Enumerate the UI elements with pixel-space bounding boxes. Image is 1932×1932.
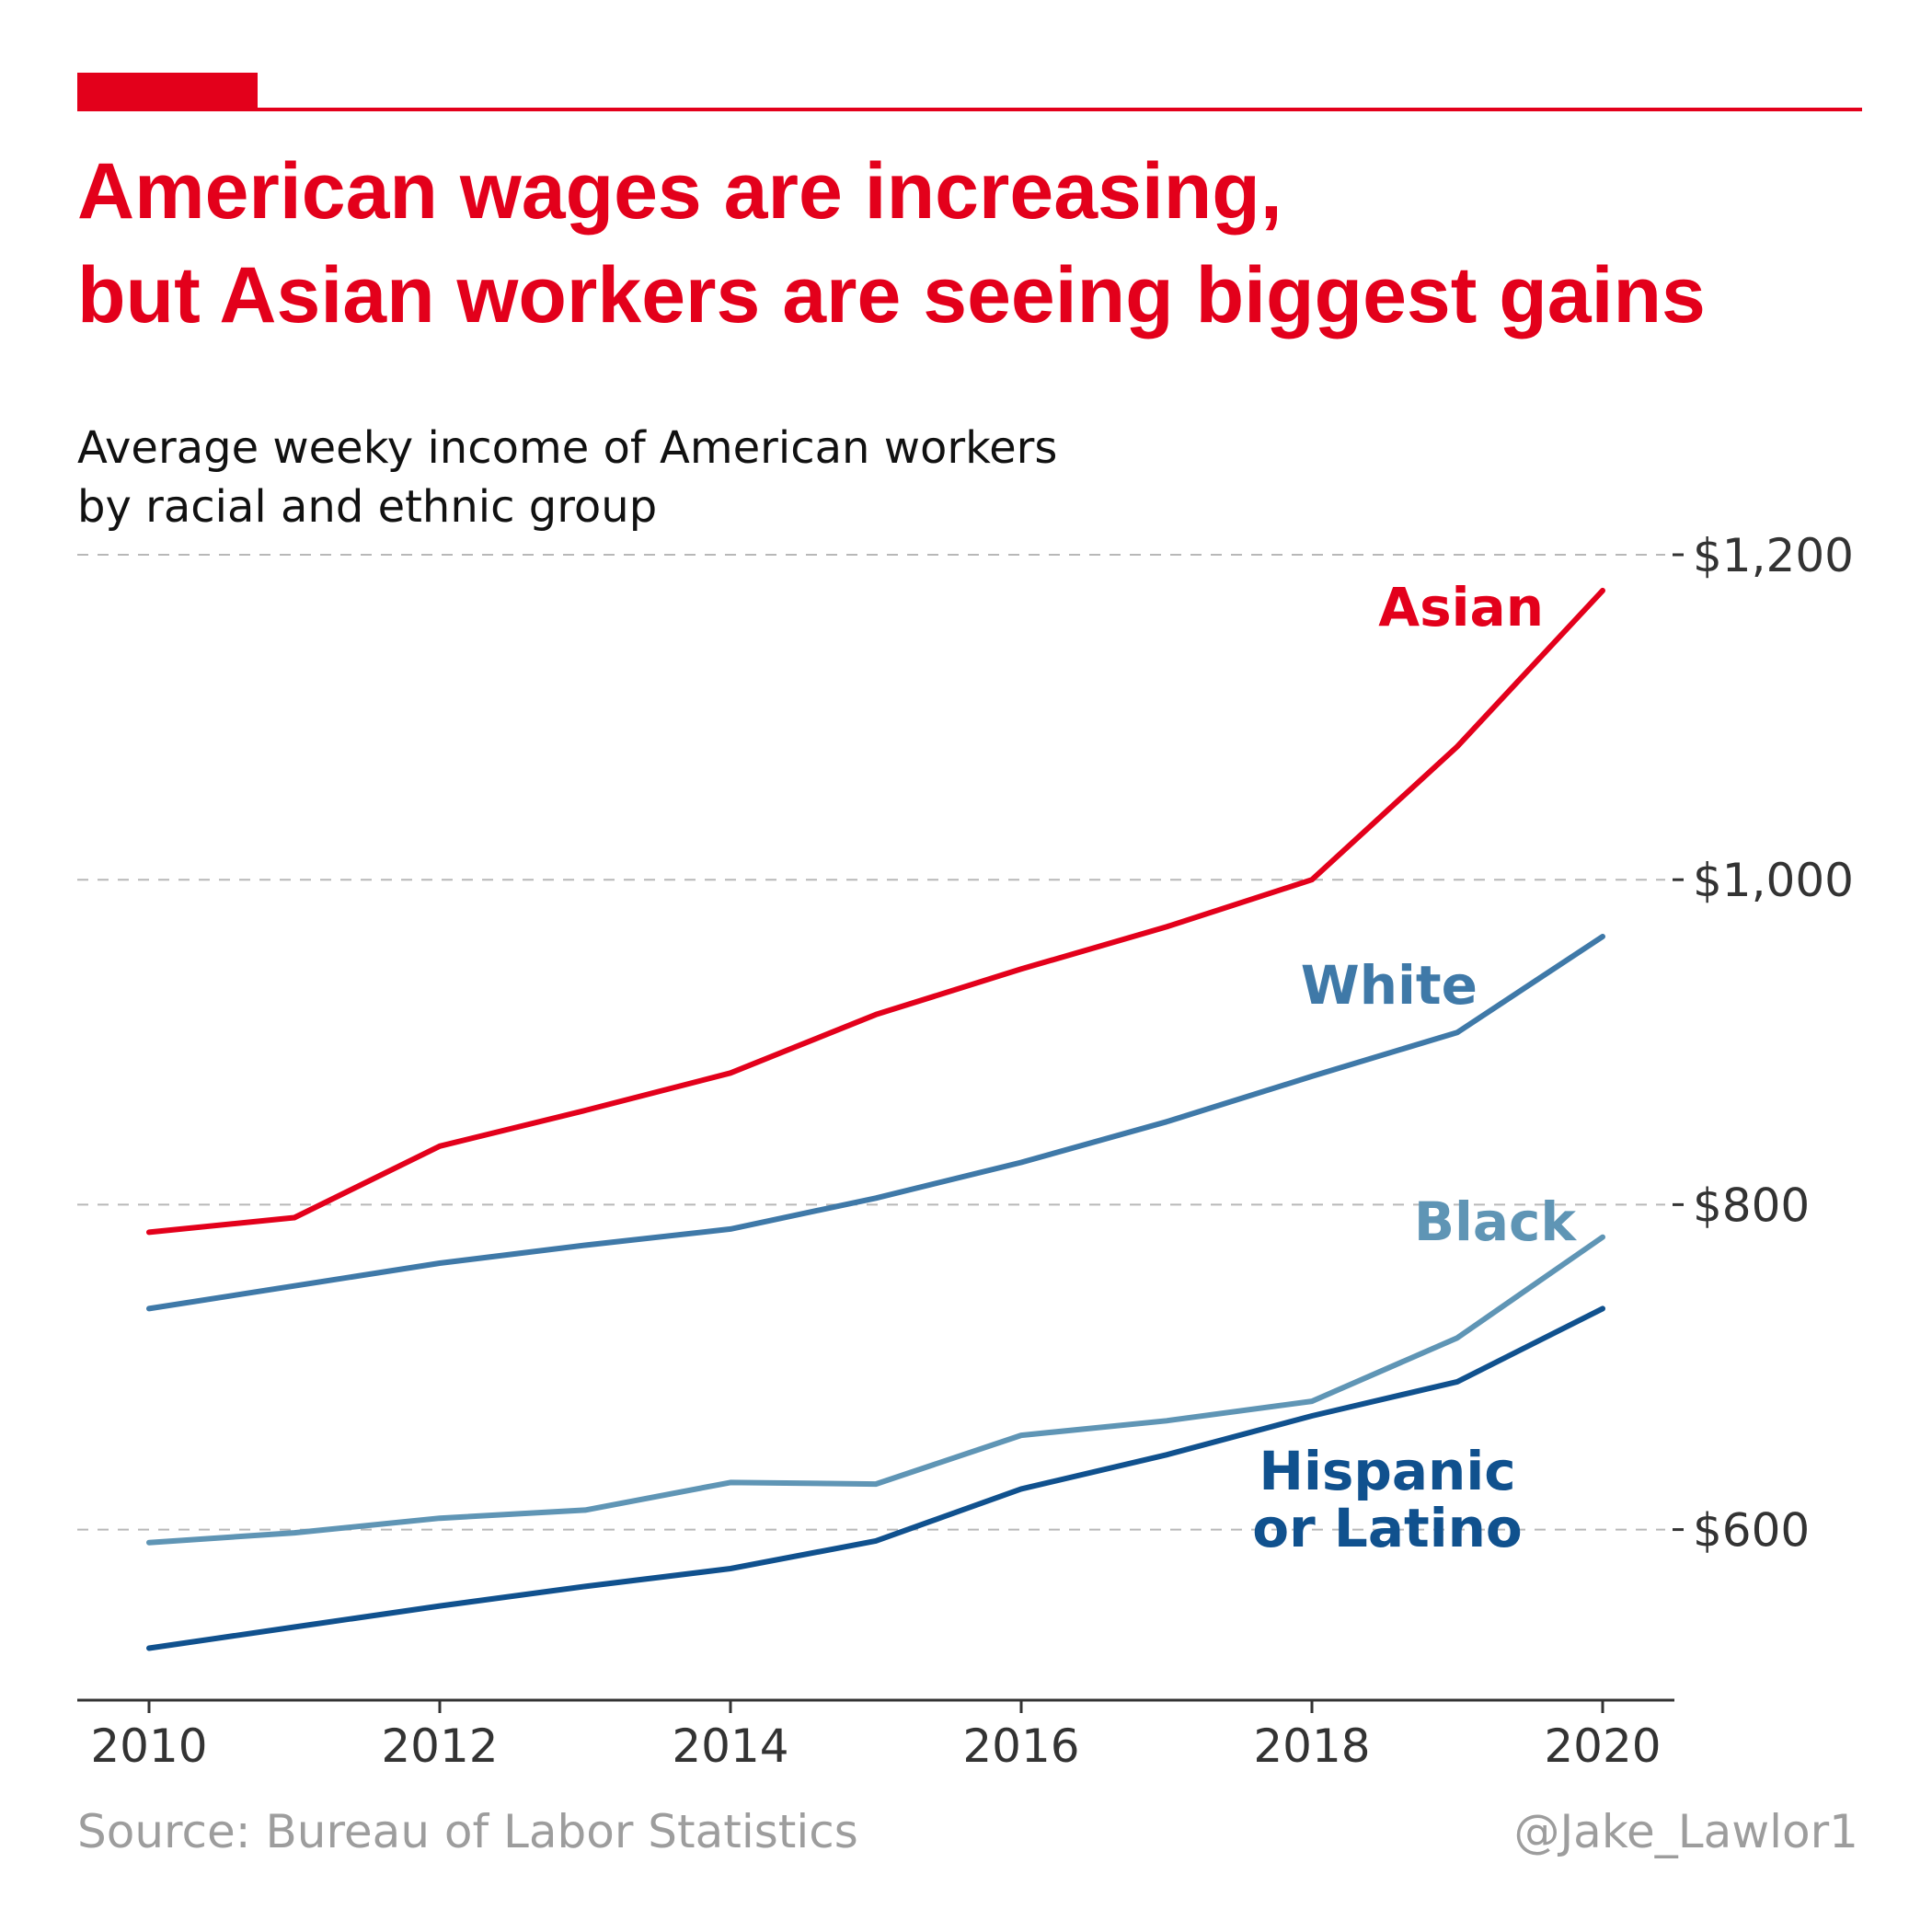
series-label-hispanic-or-latino-line-2: or Latino bbox=[1252, 1497, 1522, 1559]
x-tick-label: 2010 bbox=[90, 1719, 207, 1773]
chart-subtitle-line-2: by racial and ethnic group bbox=[77, 481, 657, 533]
series-lines bbox=[146, 587, 1605, 1651]
gridlines bbox=[77, 554, 1665, 1531]
series-line-hispanic-or-latino bbox=[146, 1305, 1605, 1651]
series-line-black bbox=[146, 1234, 1605, 1546]
x-tick-label: 2020 bbox=[1544, 1719, 1661, 1773]
y-tick-label: $1,200 bbox=[1693, 529, 1854, 582]
y-tick-label: $800 bbox=[1693, 1179, 1810, 1232]
x-tick-label: 2016 bbox=[962, 1719, 1079, 1773]
x-tick-label: 2014 bbox=[672, 1719, 788, 1773]
author-credit: @Jake_Lawlor1 bbox=[1513, 1805, 1858, 1858]
y-tick-label: $1,000 bbox=[1693, 854, 1854, 907]
series-line-asian bbox=[146, 587, 1605, 1236]
series-label-black: Black bbox=[1414, 1190, 1578, 1253]
chart-title-line-2: but Asian workers are seeing biggest gai… bbox=[77, 251, 1706, 339]
header-rule bbox=[77, 108, 1862, 111]
y-tick-label: $600 bbox=[1693, 1504, 1810, 1558]
series-label-white: White bbox=[1301, 954, 1478, 1017]
series-line-white bbox=[146, 934, 1605, 1312]
source-note: Source: Bureau of Labor Statistics bbox=[77, 1805, 858, 1858]
header-accent-block bbox=[77, 73, 258, 110]
x-axis: 2010 2012 2014 2016 2018 2020 bbox=[90, 1700, 1662, 1773]
x-tick-label: 2012 bbox=[381, 1719, 498, 1773]
chart-title-line-1: American wages are increasing, bbox=[77, 147, 1282, 236]
x-tick-label: 2018 bbox=[1253, 1719, 1370, 1773]
y-axis: $600 $800 $1,000 $1,200 bbox=[1673, 529, 1854, 1558]
chart-subtitle-line-1: Average weeky income of American workers bbox=[77, 422, 1057, 474]
series-label-hispanic-or-latino-line-1: Hispanic bbox=[1259, 1440, 1515, 1502]
series-label-asian: Asian bbox=[1378, 576, 1544, 638]
